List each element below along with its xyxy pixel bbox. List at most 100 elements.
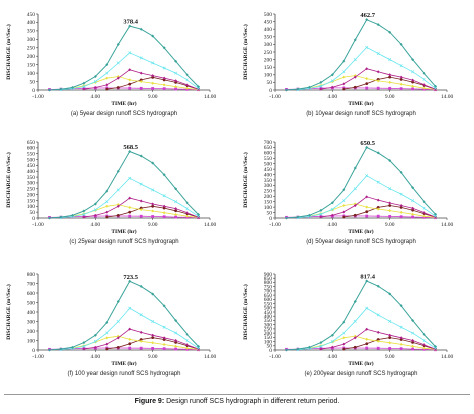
series-4-point xyxy=(174,85,178,89)
series-2-point xyxy=(116,188,120,192)
series-6-point xyxy=(399,87,403,91)
series-3-point xyxy=(388,333,392,337)
series-3-point xyxy=(185,211,189,215)
series-5-point xyxy=(116,214,120,217)
series-1-point xyxy=(82,81,86,85)
y-tick-label: 650 xyxy=(264,145,273,151)
series-6-point xyxy=(139,346,143,350)
x-axis-label: TIME (hr) xyxy=(348,100,373,107)
series-3-point xyxy=(105,342,109,346)
series-5-point xyxy=(365,82,369,86)
series-3-point xyxy=(353,336,357,340)
series-1-point xyxy=(139,154,143,158)
series-3-point xyxy=(197,215,201,219)
series-1-point xyxy=(162,173,166,177)
y-tick-label: 100 xyxy=(27,71,36,77)
series-6-point xyxy=(151,346,155,350)
series-5-point xyxy=(376,338,380,341)
y-tick-label: 350 xyxy=(27,175,36,181)
series-3-point xyxy=(411,78,415,82)
y-tick-label: 450 xyxy=(264,167,273,173)
series-1-point xyxy=(284,88,288,92)
y-axis-label: DISCHARGE (m³/Sec.) xyxy=(242,152,249,208)
series-3-point xyxy=(376,198,380,202)
series-1-point xyxy=(342,59,346,63)
series-3-point xyxy=(399,75,403,79)
y-tick-label: 150 xyxy=(264,335,273,341)
series-3-point xyxy=(185,343,189,347)
series-2-point xyxy=(342,331,346,335)
series-line-1 xyxy=(286,146,436,219)
y-tick-label: 750 xyxy=(264,284,273,290)
y-tick-label: 200 xyxy=(264,194,273,200)
y-tick-label: 500 xyxy=(27,157,36,163)
series-line-6 xyxy=(286,87,436,91)
series-4-point xyxy=(93,208,97,212)
series-5-point xyxy=(411,208,414,212)
y-tick-label: 250 xyxy=(264,50,273,56)
x-tick-label: 14.00 xyxy=(204,354,217,360)
series-1-point xyxy=(388,292,392,296)
series-1-point xyxy=(70,213,74,217)
series-1-point xyxy=(116,42,120,46)
series-1-point xyxy=(319,80,323,84)
series-1-point xyxy=(319,341,323,345)
chart-panel-e: 0501001502002503003504004505005506006507… xyxy=(242,272,453,377)
series-2-point xyxy=(162,325,166,329)
series-6-point xyxy=(128,346,132,350)
series-4-point xyxy=(399,82,403,86)
series-4-point xyxy=(139,80,143,84)
x-tick-label: 9.00 xyxy=(385,354,395,360)
series-2-point xyxy=(376,180,380,184)
series-1-point xyxy=(59,215,63,219)
series-3-point xyxy=(342,210,346,214)
y-tick-label: 300 xyxy=(27,37,36,43)
series-1-point xyxy=(174,59,178,63)
series-1-point xyxy=(399,42,403,46)
series-2-point xyxy=(128,176,132,180)
y-tick-label: 0 xyxy=(32,216,35,222)
series-1-point xyxy=(284,216,288,220)
y-axis-label: DISCHARGE (m³/Sec.) xyxy=(5,152,12,208)
series-3-point xyxy=(342,342,346,346)
panel-subtitle: (b) 10year design runoff SCS hydrograph xyxy=(306,111,416,117)
series-5-point xyxy=(151,75,155,79)
series-6-point xyxy=(151,215,155,218)
series-3-point xyxy=(434,347,438,351)
y-tick-label: 350 xyxy=(27,29,36,35)
y-tick-label: 500 xyxy=(264,306,273,312)
caption-divider xyxy=(4,394,470,395)
figure-caption-prefix: Figure 9: xyxy=(134,398,165,405)
series-6-point xyxy=(128,214,132,218)
series-4-point xyxy=(376,207,380,211)
x-tick-label: 14.00 xyxy=(204,222,217,228)
x-tick-label: 9.00 xyxy=(385,94,395,100)
series-4-point xyxy=(128,78,132,82)
series-3-point xyxy=(151,333,155,337)
y-tick-label: 450 xyxy=(264,310,273,316)
series-2-point xyxy=(105,200,109,204)
series-1-point xyxy=(296,347,300,351)
series-3-point xyxy=(197,87,201,91)
series-3-point xyxy=(185,83,189,87)
series-6-point xyxy=(174,87,177,91)
series-3-point xyxy=(128,327,132,331)
series-1-point xyxy=(353,166,357,170)
series-5-point xyxy=(162,338,166,341)
series-1-point xyxy=(70,85,74,89)
series-6-point xyxy=(162,347,166,351)
series-3-point xyxy=(434,215,438,219)
series-1-point xyxy=(399,170,403,174)
series-2-point xyxy=(365,45,369,49)
series-4-point xyxy=(185,214,189,218)
series-3-point xyxy=(365,67,369,71)
y-axis-label: DISCHARGE (m³/Sec.) xyxy=(242,284,249,340)
y-axis-label: DISCHARGE (m³/Sec.) xyxy=(5,24,12,80)
series-2-point xyxy=(196,214,201,218)
series-4-point xyxy=(105,76,109,80)
series-2-point xyxy=(151,61,155,65)
series-5-point xyxy=(399,77,403,81)
series-2-point xyxy=(330,79,334,83)
series-1-point xyxy=(342,188,346,192)
series-2-point xyxy=(353,187,357,191)
